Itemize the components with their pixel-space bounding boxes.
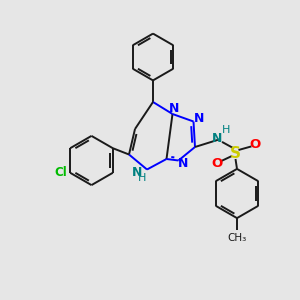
Text: Cl: Cl bbox=[54, 166, 67, 179]
Text: O: O bbox=[212, 157, 223, 170]
Text: H: H bbox=[221, 125, 230, 135]
Text: S: S bbox=[230, 146, 241, 160]
Text: O: O bbox=[249, 137, 261, 151]
Text: H: H bbox=[138, 173, 147, 183]
Text: CH₃: CH₃ bbox=[227, 233, 247, 243]
Text: N: N bbox=[132, 166, 142, 179]
Text: N: N bbox=[178, 157, 188, 170]
Text: N: N bbox=[212, 131, 223, 145]
Text: N: N bbox=[169, 102, 179, 115]
Text: N: N bbox=[194, 112, 204, 125]
